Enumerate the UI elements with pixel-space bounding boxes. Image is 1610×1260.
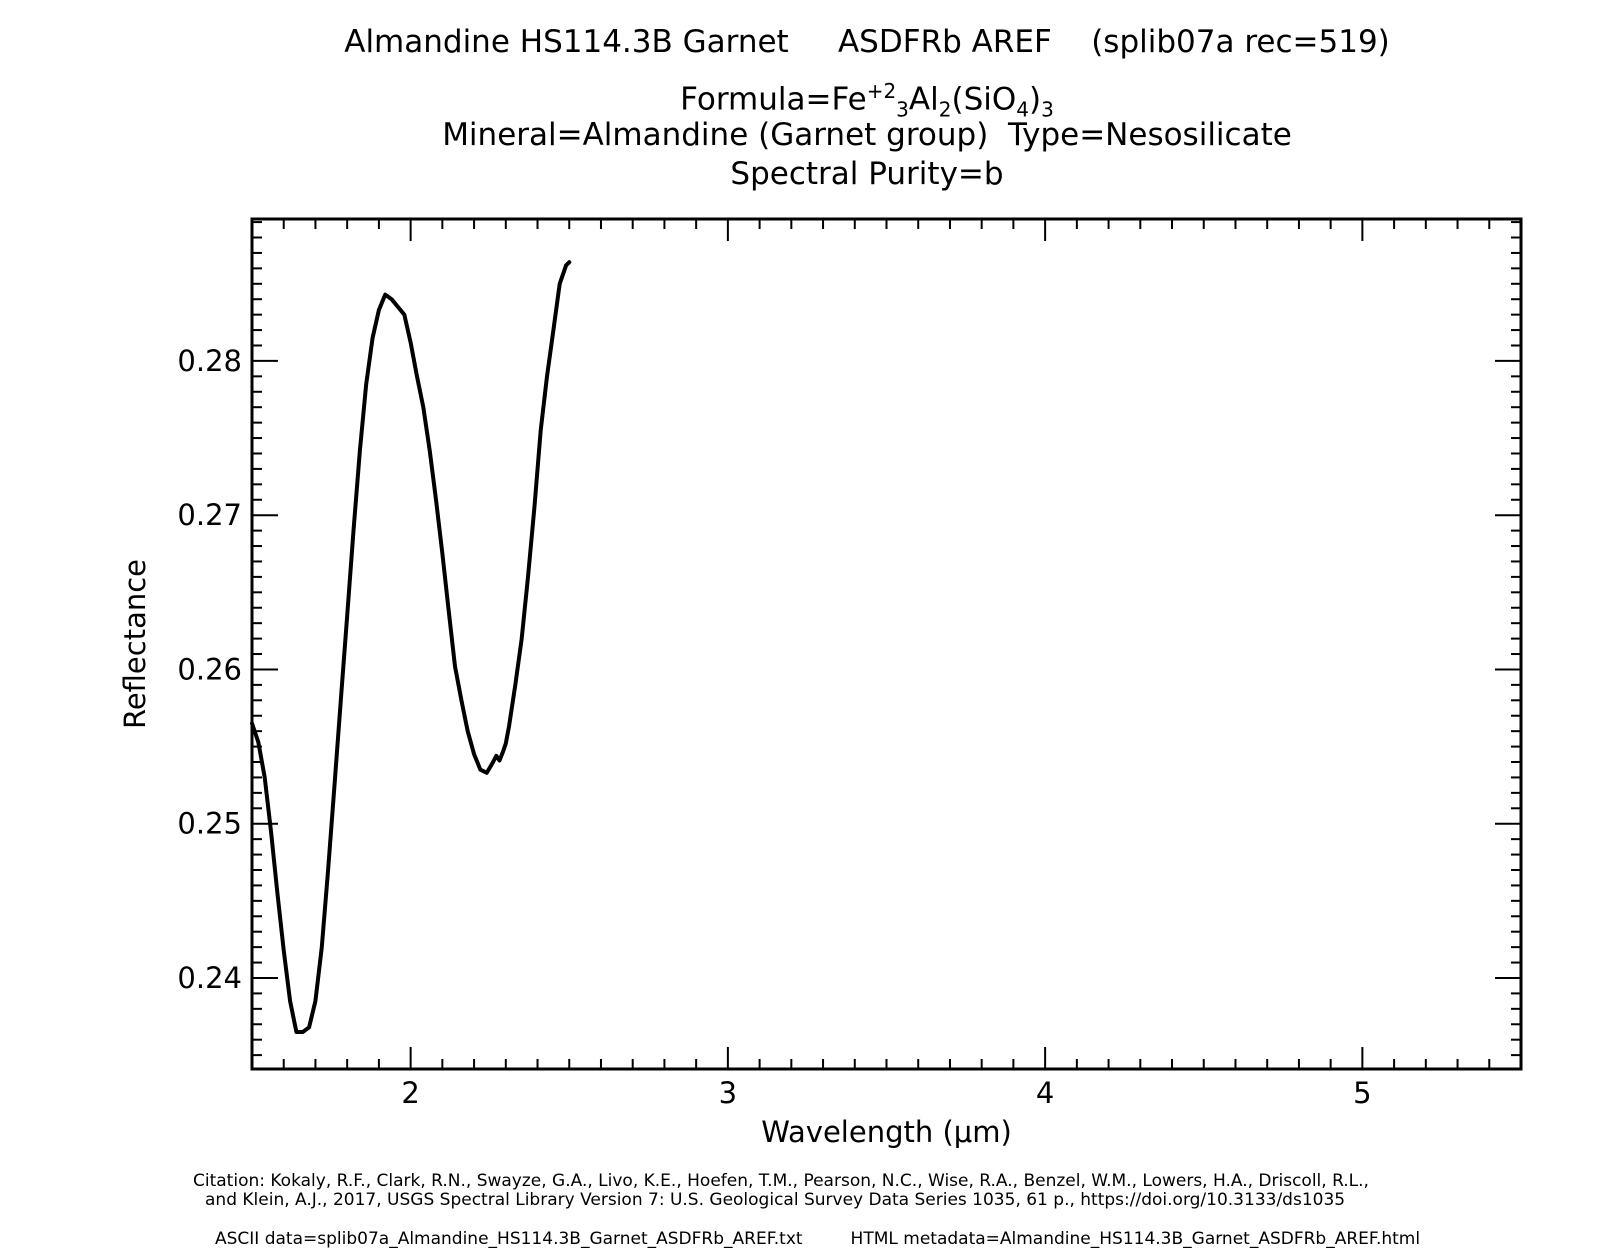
chart-title: Almandine HS114.3B Garnet ASDFRb AREF (s… [344,24,1390,60]
formula-sub4: 3 [1041,97,1054,122]
formula-mid2: (SiO [951,81,1017,118]
chart-mineral-line: Mineral=Almandine (Garnet group) Type=Ne… [442,117,1292,153]
formula-sub2: 2 [938,97,952,122]
ascii-data-link[interactable]: ASCII data=splib07a_Almandine_HS114.3B_G… [215,1229,803,1249]
y-tick-label: 0.26 [177,652,242,686]
x-tick-label: 2 [401,1076,419,1110]
formula-end: ) [1029,81,1042,118]
reflectance-series-line [250,260,572,1034]
x-tick-label: 4 [1036,1076,1054,1110]
file-references: ASCII data=splib07a_Almandine_HS114.3B_G… [215,1229,1468,1249]
tick-marks [251,219,1522,1069]
chart-purity-line: Spectral Purity=b [730,156,1004,192]
formula-sub3: 4 [1016,97,1029,122]
formula-sup: +2 [866,79,897,103]
y-tick-label: 0.25 [177,807,242,841]
plot-frame [250,217,1523,1071]
citation-line-2: and Klein, A.J., 2017, USGS Spectral Lib… [205,1190,1346,1210]
y-tick-label: 0.27 [177,498,242,532]
formula-sub1: 3 [896,97,909,122]
x-axis-label: Wavelength (μm) [761,1115,1012,1149]
y-tick-label: 0.24 [177,961,242,995]
formula-mid: Al [908,81,939,118]
y-axis-label: Reflectance [118,559,152,729]
chart-formula: Formula=Fe+23Al2(SiO4)3 [62,79,1610,122]
html-metadata-link[interactable]: HTML metadata=Almandine_HS114.3B_Garnet_… [850,1229,1421,1249]
formula-prefix: Formula=Fe [680,81,867,118]
tick-labels: 2 3 4 5 0.24 0.25 0.26 0.27 0.28 [177,344,1371,1110]
y-tick-label: 0.28 [177,344,242,378]
x-tick-label: 3 [719,1076,737,1110]
x-tick-label: 5 [1353,1076,1371,1110]
citation-line-1: Citation: Kokaly, R.F., Clark, R.N., Swa… [193,1171,1369,1191]
